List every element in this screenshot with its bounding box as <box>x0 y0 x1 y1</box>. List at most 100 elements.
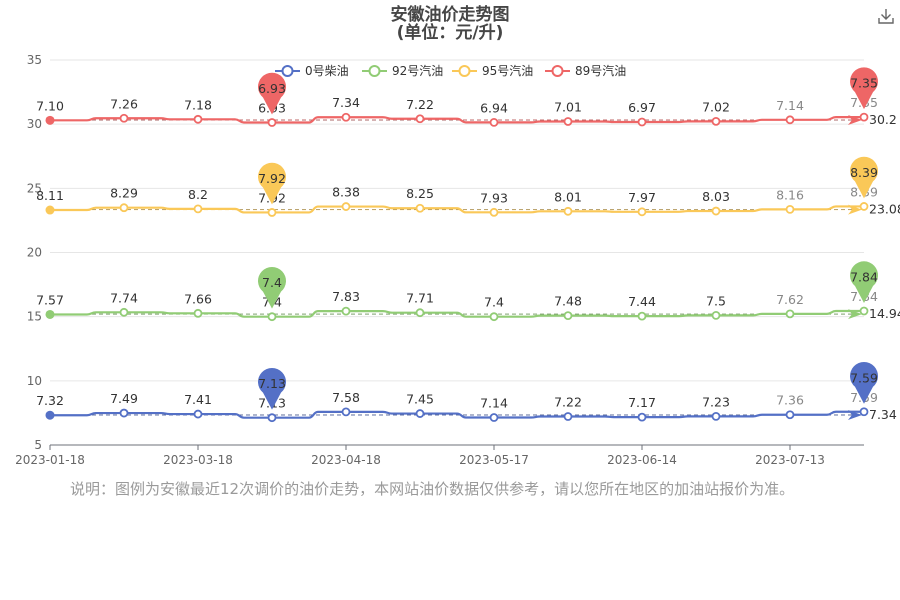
data-label: 7.41 <box>184 392 212 407</box>
pin-label: 6.93 <box>258 81 286 96</box>
data-label: 7.32 <box>36 393 64 408</box>
pin-label: 7.13 <box>258 376 286 391</box>
data-label: 7.97 <box>628 190 656 205</box>
legend-item-1[interactable]: 92号汽油 <box>362 63 443 78</box>
pin-label: 7.84 <box>850 270 878 285</box>
legend-label: 92号汽油 <box>392 63 443 78</box>
data-label: 7.83 <box>332 289 360 304</box>
data-label: 8.25 <box>406 186 434 201</box>
data-label: 6.97 <box>628 100 656 115</box>
average-label: 14.94 <box>869 306 900 321</box>
x-tick-label: 2023-06-14 <box>607 453 677 467</box>
chart-title: 安徽油价走势图 <box>390 5 510 25</box>
pin-label: 7.59 <box>850 370 878 385</box>
data-point <box>563 117 573 126</box>
legend-marker <box>281 65 294 77</box>
data-label: 7.5 <box>706 293 726 308</box>
data-label: 7.45 <box>406 392 434 407</box>
data-label: 7.17 <box>628 395 656 410</box>
legend-label: 0号柴油 <box>305 64 349 78</box>
data-point <box>267 312 277 322</box>
data-label: 8.2 <box>188 187 208 202</box>
y-tick-label: 25 <box>27 181 42 195</box>
data-point <box>785 410 795 420</box>
data-point <box>341 202 351 211</box>
data-point <box>859 407 869 417</box>
data-point <box>119 408 129 418</box>
data-point <box>563 206 573 216</box>
marker-pin: 7.13 <box>258 367 286 410</box>
data-label: 8.03 <box>702 189 730 204</box>
data-point <box>341 306 351 316</box>
data-point <box>785 309 795 319</box>
download-icon[interactable] <box>876 6 896 26</box>
data-label: 8.38 <box>332 185 360 200</box>
data-label: 7.48 <box>554 294 582 309</box>
axes: 5 10 15 20 25 30 35 2023-01-18 2023-03-18 2023-04… <box>15 53 864 467</box>
data-point <box>859 202 869 211</box>
pin-label: 7.92 <box>258 171 286 186</box>
legend-item-2[interactable]: 95号汽油 <box>452 63 533 78</box>
data-label: 7.57 <box>36 292 64 307</box>
series-3: 30.2 7.10 7.26 7.18 6.93 7.34 7.22 6.94 7.01 6.97… <box>36 67 897 127</box>
data-label: 7.62 <box>776 292 804 307</box>
chart-subtitle: (单位：元/升) <box>396 23 504 43</box>
legend-label: 95号汽油 <box>482 63 533 78</box>
x-tick-label: 2023-07-13 <box>755 453 825 467</box>
data-point <box>341 112 351 122</box>
data-label: 7.58 <box>332 390 360 405</box>
pin-shape <box>850 362 878 404</box>
data-label: 7.74 <box>110 290 138 305</box>
y-tick-label: 15 <box>27 310 42 324</box>
data-label: 7.14 <box>776 98 804 113</box>
data-point <box>193 308 203 318</box>
pin-shape <box>258 162 286 205</box>
data-point <box>193 114 203 124</box>
data-point <box>859 112 869 122</box>
data-point <box>489 117 499 127</box>
data-point <box>267 118 277 127</box>
data-point <box>341 407 351 417</box>
data-point <box>637 117 647 127</box>
data-point <box>637 311 647 321</box>
marker-pin: 7.84 <box>850 261 878 304</box>
pin-shape <box>850 261 878 304</box>
legend-item-3[interactable]: 89号汽油 <box>545 63 626 78</box>
data-label: 7.22 <box>554 395 582 410</box>
average-label: 30.2 <box>869 112 897 127</box>
data-point <box>489 207 499 217</box>
pin-label: 7.4 <box>262 275 282 290</box>
data-label: 7.36 <box>776 393 804 408</box>
pin-shape <box>850 156 878 199</box>
marker-pin: 7.92 <box>258 162 286 205</box>
y-tick-label: 5 <box>34 438 42 452</box>
marker-pin: 7.59 <box>850 362 878 404</box>
data-label: 8.11 <box>36 188 64 203</box>
legend-item-0[interactable]: 0号柴油 <box>275 64 349 78</box>
x-tick-label: 2023-04-18 <box>311 453 381 467</box>
series-2: 23.08 8.11 8.29 8.2 7.92 8.38 8.25 7.93 8.01 7.97… <box>36 156 900 217</box>
data-label: 7.66 <box>184 291 212 306</box>
data-label: 7.14 <box>480 396 508 411</box>
data-point <box>489 312 499 322</box>
y-tick-label: 10 <box>27 374 42 388</box>
data-point <box>637 412 647 422</box>
y-tick-label: 20 <box>27 246 42 260</box>
data-point <box>415 203 425 213</box>
data-point <box>859 306 869 316</box>
data-label: 7.34 <box>332 95 360 110</box>
data-label: 7.18 <box>184 97 212 112</box>
series-1: 14.94 7.57 7.74 7.66 7.4 7.83 7.71 7.4 7.48 7.44 7… <box>36 261 900 321</box>
x-tick-label: 2023-05-17 <box>459 453 529 467</box>
marker-pin: 7.4 <box>258 266 286 309</box>
grid-lines <box>50 59 864 382</box>
legend-marker <box>368 65 381 77</box>
data-label: 8.29 <box>110 186 138 201</box>
data-point <box>267 413 277 423</box>
marker-pin: 6.93 <box>258 72 287 115</box>
series-layer: 7.34 7.32 7.49 7.41 7.13 7.58 7.45 7.14 7.22 7.17… <box>36 67 900 423</box>
data-point <box>119 307 129 317</box>
legend[interactable]: 0号柴油 92号汽油 95号汽油 89号汽油 <box>275 63 626 78</box>
data-point <box>119 113 129 123</box>
y-tick-label: 30 <box>27 117 42 131</box>
